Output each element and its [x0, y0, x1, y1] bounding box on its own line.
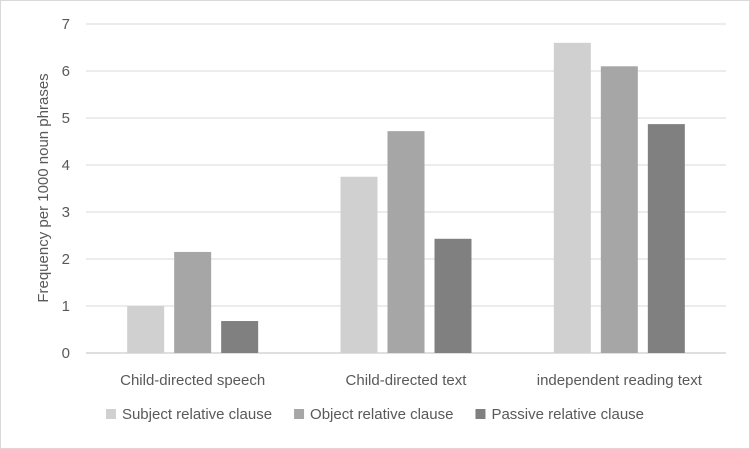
y-tick-label: 2 — [62, 251, 70, 268]
legend-label: Subject relative clause — [122, 406, 272, 423]
legend-swatch — [105, 409, 116, 419]
category-labels: Child-directed speech Child-directed text… — [120, 372, 703, 389]
bar — [647, 124, 685, 353]
bar — [127, 306, 165, 353]
legend-item: Passive relative clause — [475, 406, 644, 423]
category-label: Child-directed text — [346, 372, 468, 389]
bar — [387, 131, 425, 353]
bars — [127, 42, 685, 354]
bar — [340, 176, 378, 353]
legend: Subject relative clause Object relative c… — [105, 406, 644, 423]
bar — [221, 321, 259, 353]
category-label: independent reading text — [537, 372, 703, 389]
y-tick-labels: 0 1 2 3 4 5 6 7 — [62, 16, 70, 362]
legend-item: Object relative clause — [294, 406, 453, 423]
y-tick-label: 7 — [62, 16, 70, 33]
y-tick-label: 4 — [62, 157, 70, 174]
category-label: Child-directed speech — [120, 372, 265, 389]
y-tick-label: 0 — [62, 345, 70, 362]
y-tick-label: 5 — [62, 110, 70, 127]
y-tick-label: 6 — [62, 63, 70, 80]
y-axis-label: Frequency per 1000 noun phrases — [35, 73, 52, 302]
legend-label: Passive relative clause — [491, 406, 644, 423]
legend-swatch — [294, 409, 305, 419]
bar — [553, 42, 591, 354]
legend-swatch — [475, 409, 486, 419]
bar — [600, 66, 638, 354]
bar — [174, 251, 212, 353]
legend-item: Subject relative clause — [105, 406, 272, 423]
bar — [434, 238, 472, 353]
y-tick-label: 3 — [62, 204, 70, 221]
legend-label: Object relative clause — [310, 406, 453, 423]
y-tick-label: 1 — [62, 298, 70, 315]
